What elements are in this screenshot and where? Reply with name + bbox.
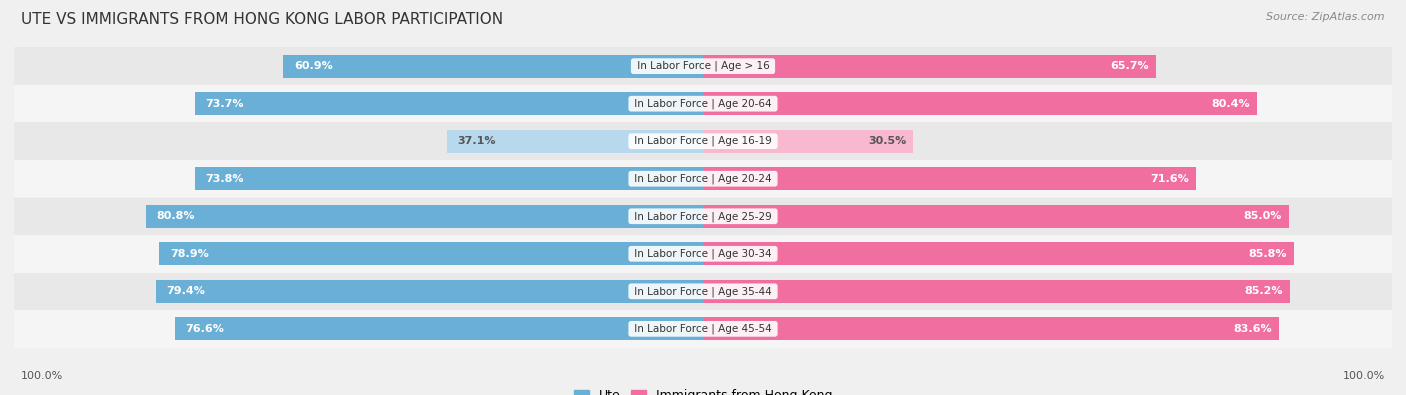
- Text: In Labor Force | Age 20-64: In Labor Force | Age 20-64: [631, 98, 775, 109]
- Bar: [703, 205, 1289, 228]
- Text: In Labor Force | Age 35-44: In Labor Force | Age 35-44: [631, 286, 775, 297]
- Bar: [195, 92, 703, 115]
- Text: 71.6%: 71.6%: [1150, 174, 1189, 184]
- Bar: [156, 280, 703, 303]
- Text: In Labor Force | Age 16-19: In Labor Force | Age 16-19: [631, 136, 775, 147]
- Bar: [703, 55, 1156, 78]
- Text: UTE VS IMMIGRANTS FROM HONG KONG LABOR PARTICIPATION: UTE VS IMMIGRANTS FROM HONG KONG LABOR P…: [21, 12, 503, 27]
- Bar: [176, 317, 703, 340]
- Bar: [703, 92, 1257, 115]
- Bar: [14, 198, 1392, 235]
- Bar: [14, 273, 1392, 310]
- Text: 80.4%: 80.4%: [1212, 99, 1250, 109]
- Text: 80.8%: 80.8%: [156, 211, 195, 221]
- Text: 76.6%: 76.6%: [186, 324, 225, 334]
- Bar: [703, 280, 1289, 303]
- Text: 83.6%: 83.6%: [1233, 324, 1272, 334]
- Text: 100.0%: 100.0%: [1343, 371, 1385, 381]
- Bar: [194, 167, 703, 190]
- Bar: [703, 167, 1197, 190]
- Bar: [146, 205, 703, 228]
- Bar: [14, 160, 1392, 198]
- Bar: [703, 242, 1294, 265]
- Text: 85.2%: 85.2%: [1244, 286, 1284, 296]
- Bar: [14, 122, 1392, 160]
- Text: 100.0%: 100.0%: [21, 371, 63, 381]
- Text: 85.0%: 85.0%: [1243, 211, 1282, 221]
- Text: In Labor Force | Age 20-24: In Labor Force | Age 20-24: [631, 173, 775, 184]
- Bar: [447, 130, 703, 153]
- Text: In Labor Force | Age 30-34: In Labor Force | Age 30-34: [631, 248, 775, 259]
- Bar: [284, 55, 703, 78]
- Bar: [14, 235, 1392, 273]
- Text: In Labor Force | Age 25-29: In Labor Force | Age 25-29: [631, 211, 775, 222]
- Text: In Labor Force | Age 45-54: In Labor Force | Age 45-54: [631, 324, 775, 334]
- Text: 60.9%: 60.9%: [294, 61, 333, 71]
- Text: 73.8%: 73.8%: [205, 174, 243, 184]
- Text: 30.5%: 30.5%: [868, 136, 907, 146]
- Text: 37.1%: 37.1%: [458, 136, 496, 146]
- Text: In Labor Force | Age > 16: In Labor Force | Age > 16: [634, 61, 772, 71]
- Text: Source: ZipAtlas.com: Source: ZipAtlas.com: [1267, 12, 1385, 22]
- Bar: [14, 47, 1392, 85]
- Text: 79.4%: 79.4%: [166, 286, 205, 296]
- Bar: [14, 310, 1392, 348]
- Bar: [703, 130, 912, 153]
- Bar: [159, 242, 703, 265]
- Text: 73.7%: 73.7%: [205, 99, 245, 109]
- Text: 85.8%: 85.8%: [1249, 249, 1288, 259]
- Text: 78.9%: 78.9%: [170, 249, 208, 259]
- Text: 65.7%: 65.7%: [1111, 61, 1149, 71]
- Bar: [14, 85, 1392, 122]
- Legend: Ute, Immigrants from Hong Kong: Ute, Immigrants from Hong Kong: [569, 384, 837, 395]
- Bar: [703, 317, 1279, 340]
